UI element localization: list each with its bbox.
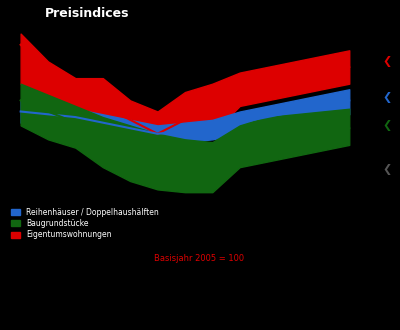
Text: Preisindices: Preisindices xyxy=(45,7,130,20)
Text: Basisjahr 2005 = 100: Basisjahr 2005 = 100 xyxy=(154,254,244,263)
Text: ❮: ❮ xyxy=(382,164,392,176)
Text: ❮: ❮ xyxy=(382,92,392,103)
Legend: Reihenhäuser / Doppelhaushälften, Baugrundstücke, Eigentumswohnungen: Reihenhäuser / Doppelhaushälften, Baugru… xyxy=(11,208,159,239)
Text: ❮: ❮ xyxy=(382,56,392,67)
Text: ❮: ❮ xyxy=(382,120,392,131)
